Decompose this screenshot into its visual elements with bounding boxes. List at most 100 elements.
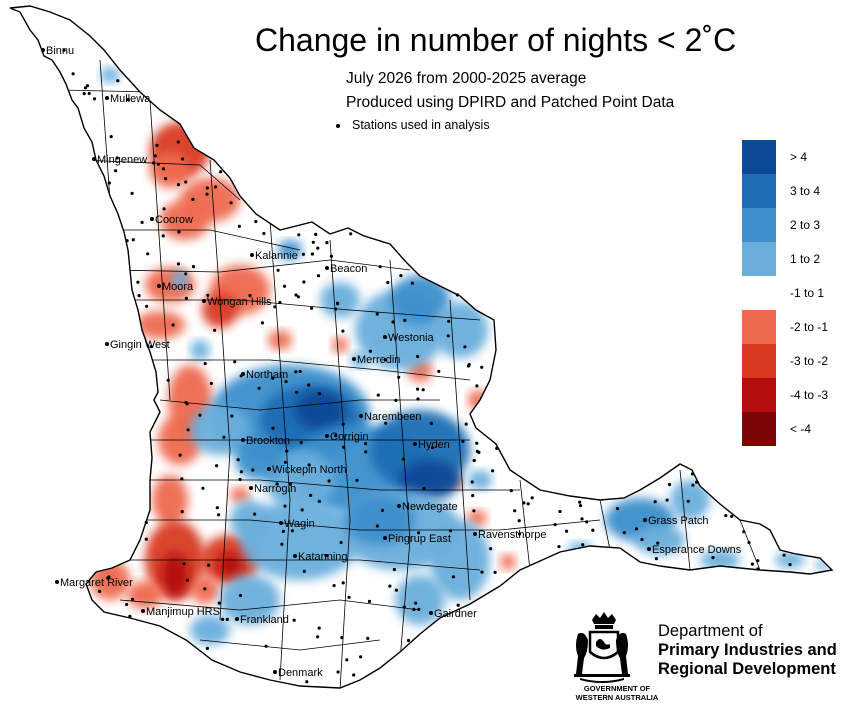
station-dot: [364, 450, 368, 454]
boundary-line: [449, 299, 471, 601]
station-dot: [316, 246, 320, 250]
station-dot: [316, 274, 321, 278]
station-dot: [402, 605, 406, 609]
station-dot: [278, 300, 282, 305]
station-dot: [126, 98, 130, 102]
station-dot: [341, 329, 345, 333]
station-dot: [310, 306, 314, 310]
station-dot: [305, 680, 309, 684]
station-dot: [114, 169, 118, 173]
boundary-line: [149, 99, 171, 401]
station-dot: [364, 442, 368, 446]
station-dot: [176, 140, 180, 144]
anomaly-patch: [775, 552, 805, 568]
station-dot: [131, 238, 135, 242]
station-dot: [747, 540, 751, 545]
legend-label: -2 to -1: [790, 320, 829, 334]
station-dot: [215, 506, 219, 510]
town-label: Wongan Hills: [207, 296, 272, 308]
station-dot: [517, 519, 521, 523]
department-line1: Department of: [658, 622, 763, 640]
legend-swatch: [742, 242, 776, 276]
station-dot: [238, 593, 242, 598]
station-dot: [310, 252, 314, 256]
station-dot: [207, 563, 211, 567]
government-label: GOVERNMENT OF WESTERN AUSTRALIA: [564, 684, 670, 702]
station-dot: [191, 197, 195, 201]
boundary-line: [209, 159, 231, 621]
town-marker: [473, 532, 477, 536]
station-dot: [384, 421, 388, 425]
anomaly-patch: [500, 554, 516, 570]
station-dot: [742, 530, 746, 534]
legend-label: 1 to 2: [790, 252, 821, 266]
station-dot: [416, 354, 420, 359]
legend-swatch: [742, 276, 776, 310]
station-dot: [128, 614, 132, 618]
station-dot: [288, 482, 292, 486]
station-dot: [280, 542, 284, 546]
station-dot: [251, 468, 255, 472]
station-dot: [640, 537, 644, 542]
station-dot: [153, 154, 157, 158]
station-dot: [336, 670, 340, 674]
station-dot: [238, 477, 242, 482]
legend-label: -3 to -2: [790, 354, 829, 368]
boundary-line: [679, 469, 691, 571]
station-dot: [375, 312, 379, 316]
station-dot: [71, 72, 75, 76]
station-dot: [248, 294, 252, 298]
town-marker: [55, 580, 59, 584]
station-dot: [416, 397, 420, 401]
town-label: Hyden: [418, 439, 450, 451]
station-dot: [690, 472, 695, 476]
station-dot: [130, 191, 134, 195]
station-dot: [206, 293, 210, 297]
station-dot: [416, 387, 420, 391]
station-dot: [125, 239, 129, 243]
station-dot: [334, 307, 338, 311]
station-dot: [307, 383, 311, 387]
station-dot: [178, 453, 182, 457]
station-dot: [292, 618, 296, 622]
station-dot: [579, 504, 583, 508]
station-dot: [302, 280, 306, 284]
station-dot: [181, 157, 185, 161]
station-dot: [264, 644, 268, 648]
station-dot: [341, 581, 345, 585]
anomaly-patch: [432, 302, 488, 358]
station-dot: [284, 379, 288, 384]
anomaly-patch: [190, 615, 230, 645]
town-marker: [429, 611, 433, 615]
station-dot: [429, 421, 433, 425]
town-marker: [279, 521, 283, 525]
station-dot: [171, 323, 175, 327]
station-dot: [359, 655, 363, 659]
station-dot: [254, 219, 258, 224]
anomaly-patch: [150, 152, 190, 188]
anomaly-patch: [390, 275, 450, 325]
stations-legend-label: Stations used in analysis: [352, 118, 490, 132]
station-dot: [397, 375, 401, 379]
station-dot: [285, 449, 289, 453]
station-dot: [253, 512, 257, 516]
station-dot: [283, 504, 287, 508]
station-dot: [156, 162, 160, 166]
station-dot: [107, 181, 111, 185]
town-label: Mullewa: [110, 93, 151, 105]
station-dot: [392, 567, 396, 572]
station-dot: [325, 241, 329, 245]
town-marker: [647, 547, 651, 551]
boundary-line: [90, 229, 301, 251]
station-dot: [578, 500, 582, 504]
station-dot: [164, 177, 168, 181]
station-dot: [345, 658, 349, 662]
anomaly-patch: [332, 337, 348, 353]
station-dot: [591, 528, 595, 532]
station-dot: [355, 478, 359, 482]
anomaly-patch: [161, 553, 189, 597]
station-dot: [282, 284, 287, 288]
station-dot: [260, 321, 264, 325]
legend-label: > 4: [790, 150, 808, 164]
station-dot: [116, 79, 120, 83]
